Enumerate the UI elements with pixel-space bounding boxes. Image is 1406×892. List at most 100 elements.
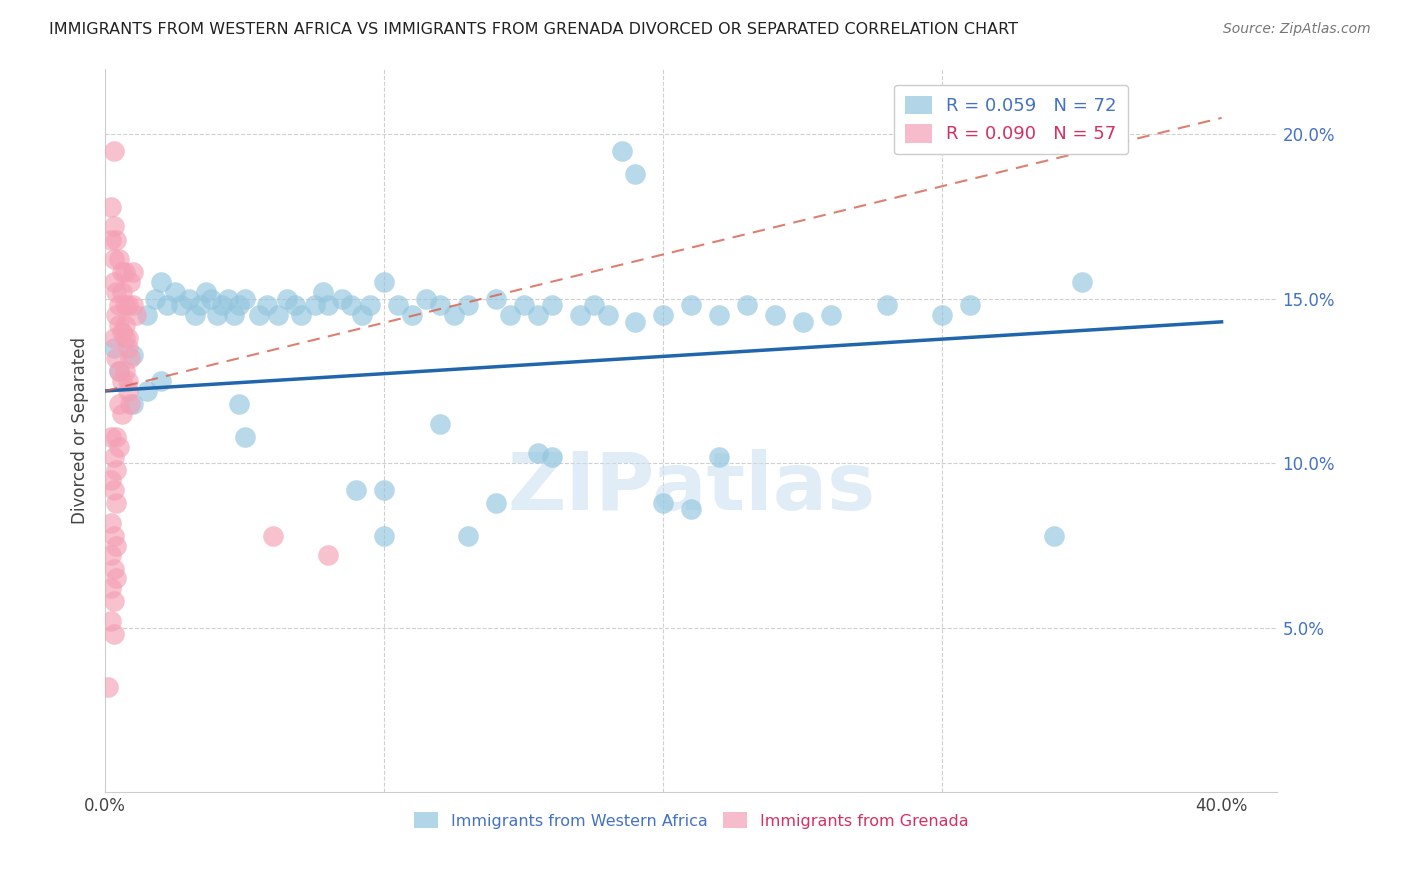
- Point: [103, 529, 125, 543]
- Point: [117, 374, 139, 388]
- Point: [105, 463, 128, 477]
- Point: [103, 219, 125, 234]
- Point: [443, 308, 465, 322]
- Point: [709, 450, 731, 464]
- Point: [262, 529, 284, 543]
- Point: [401, 308, 423, 322]
- Point: [959, 298, 981, 312]
- Point: [183, 308, 205, 322]
- Point: [150, 374, 173, 388]
- Point: [100, 473, 122, 487]
- Point: [108, 397, 131, 411]
- Point: [540, 298, 562, 312]
- Point: [114, 364, 136, 378]
- Point: [610, 144, 633, 158]
- Point: [513, 298, 536, 312]
- Point: [100, 582, 122, 596]
- Text: Source: ZipAtlas.com: Source: ZipAtlas.com: [1223, 22, 1371, 37]
- Point: [332, 292, 354, 306]
- Point: [108, 440, 131, 454]
- Point: [200, 292, 222, 306]
- Point: [318, 298, 340, 312]
- Point: [114, 265, 136, 279]
- Point: [111, 325, 134, 339]
- Point: [540, 450, 562, 464]
- Point: [103, 252, 125, 267]
- Legend: Immigrants from Western Africa, Immigrants from Grenada: Immigrants from Western Africa, Immigran…: [408, 805, 976, 835]
- Point: [125, 308, 148, 322]
- Point: [499, 308, 522, 322]
- Point: [340, 298, 363, 312]
- Point: [111, 407, 134, 421]
- Point: [568, 308, 591, 322]
- Y-axis label: Divorced or Separated: Divorced or Separated: [72, 337, 89, 524]
- Point: [117, 298, 139, 312]
- Point: [582, 298, 605, 312]
- Point: [108, 298, 131, 312]
- Point: [359, 298, 381, 312]
- Point: [527, 446, 550, 460]
- Point: [103, 627, 125, 641]
- Point: [136, 308, 159, 322]
- Point: [228, 298, 250, 312]
- Point: [373, 276, 395, 290]
- Point: [117, 331, 139, 345]
- Point: [290, 308, 312, 322]
- Point: [485, 292, 508, 306]
- Point: [108, 364, 131, 378]
- Point: [156, 298, 179, 312]
- Point: [120, 351, 142, 365]
- Point: [105, 571, 128, 585]
- Point: [105, 430, 128, 444]
- Point: [150, 276, 173, 290]
- Point: [103, 276, 125, 290]
- Point: [763, 308, 786, 322]
- Point: [145, 292, 167, 306]
- Point: [681, 298, 703, 312]
- Point: [415, 292, 437, 306]
- Point: [111, 265, 134, 279]
- Point: [387, 298, 409, 312]
- Point: [103, 561, 125, 575]
- Point: [373, 529, 395, 543]
- Point: [429, 417, 451, 431]
- Point: [820, 308, 842, 322]
- Point: [205, 308, 228, 322]
- Point: [103, 341, 125, 355]
- Point: [344, 483, 367, 497]
- Point: [100, 233, 122, 247]
- Point: [122, 348, 145, 362]
- Point: [876, 298, 898, 312]
- Point: [735, 298, 758, 312]
- Point: [105, 308, 128, 322]
- Point: [457, 298, 479, 312]
- Point: [100, 200, 122, 214]
- Point: [163, 285, 186, 300]
- Point: [103, 450, 125, 464]
- Point: [108, 252, 131, 267]
- Point: [652, 308, 675, 322]
- Point: [652, 496, 675, 510]
- Point: [429, 298, 451, 312]
- Point: [931, 308, 953, 322]
- Point: [284, 298, 307, 312]
- Point: [527, 308, 550, 322]
- Text: IMMIGRANTS FROM WESTERN AFRICA VS IMMIGRANTS FROM GRENADA DIVORCED OR SEPARATED : IMMIGRANTS FROM WESTERN AFRICA VS IMMIGR…: [49, 22, 1018, 37]
- Point: [100, 516, 122, 530]
- Point: [103, 483, 125, 497]
- Point: [111, 374, 134, 388]
- Point: [792, 315, 814, 329]
- Point: [624, 315, 647, 329]
- Point: [222, 308, 245, 322]
- Point: [267, 308, 290, 322]
- Point: [105, 351, 128, 365]
- Point: [194, 285, 217, 300]
- Point: [100, 430, 122, 444]
- Text: ZIPatlas: ZIPatlas: [508, 450, 876, 527]
- Point: [114, 298, 136, 312]
- Point: [100, 549, 122, 563]
- Point: [373, 483, 395, 497]
- Point: [103, 331, 125, 345]
- Point: [136, 384, 159, 398]
- Point: [103, 144, 125, 158]
